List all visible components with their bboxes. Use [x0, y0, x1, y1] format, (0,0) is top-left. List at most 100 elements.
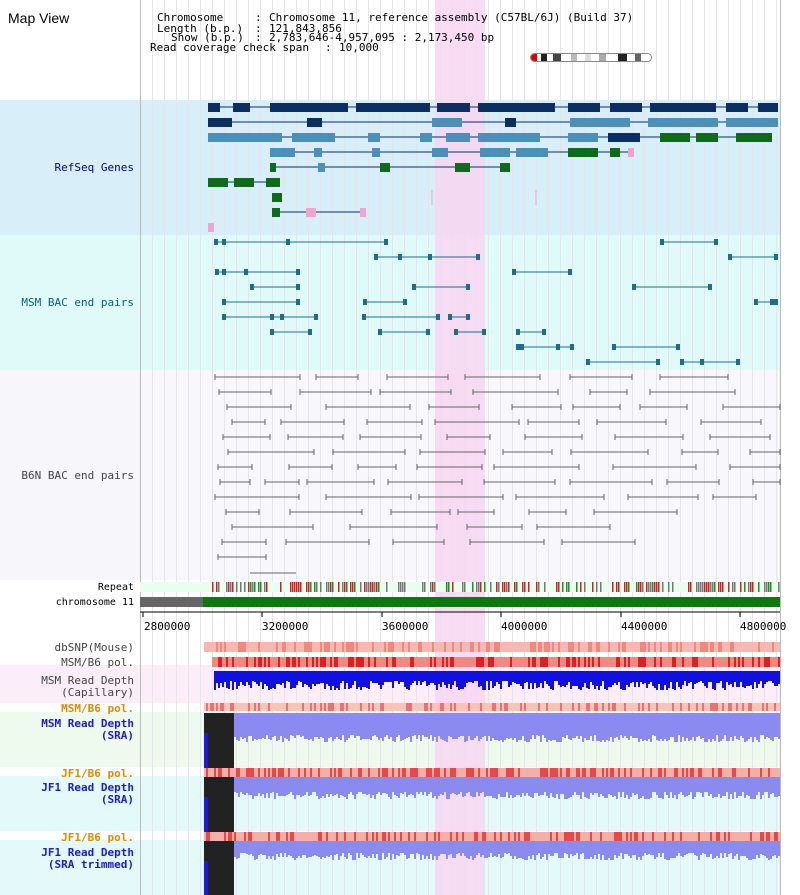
polymorphism-bin: [284, 703, 286, 711]
depth-bar: [638, 841, 640, 857]
depth-bar: [296, 671, 298, 685]
track-label-msm-read-depth-sra[interactable]: MSM Read Depth: [41, 717, 134, 730]
depth-bar: [698, 671, 700, 682]
track-label-dbsnp[interactable]: dbSNP(Mouse): [54, 641, 134, 654]
depth-bar: [408, 713, 410, 737]
polymorphism-bin: [408, 703, 410, 711]
polymorphism-bin: [602, 703, 604, 711]
polymorphism-bin: [468, 703, 470, 711]
msm-bac-end: [222, 299, 226, 305]
polymorphism-bin: [652, 832, 654, 841]
polymorphism-bin: [218, 657, 220, 667]
depth-bar: [674, 671, 676, 690]
track-label-msm-bac[interactable]: MSM BAC end pairs: [21, 296, 134, 309]
polymorphism-bin: [458, 768, 460, 777]
depth-bar: [554, 713, 556, 740]
polymorphism-bin: [476, 768, 478, 777]
depth-bar: [336, 713, 338, 737]
polymorphism-bin: [690, 657, 692, 667]
polymorphism-bin: [344, 768, 346, 777]
polymorphism-bin: [700, 657, 702, 667]
repeat-element: [464, 582, 466, 592]
polymorphism-bin: [738, 703, 740, 711]
polymorphism-bin: [308, 657, 310, 667]
track-label-refseq[interactable]: RefSeq Genes: [54, 161, 134, 174]
track-label-repeat[interactable]: Repeat: [97, 582, 134, 593]
polymorphism-bin: [520, 642, 522, 652]
depth-bar: [274, 841, 276, 860]
polymorphism-bin: [726, 657, 728, 667]
polymorphism-bin: [634, 832, 636, 841]
polymorphism-bin: [502, 657, 504, 667]
depth-bar: [582, 671, 584, 687]
refseq-gene: [610, 103, 642, 112]
depth-bar: [442, 841, 444, 854]
polymorphism-bin: [518, 832, 520, 841]
polymorphism-bin: [402, 832, 404, 841]
depth-bar: [500, 671, 502, 689]
msm-bac-end: [448, 314, 452, 320]
polymorphism-bin: [508, 768, 510, 777]
track-label-jf1-read-depth-sra[interactable]: JF1 Read Depth: [41, 781, 134, 794]
track-label-msm-read-depth-capillary-sub: (Capillary): [61, 686, 134, 699]
depth-bar: [294, 671, 296, 688]
depth-bar: [738, 777, 740, 796]
polymorphism-bin: [496, 768, 498, 777]
depth-bar: [424, 841, 426, 859]
track-label-jf1-read-depth-trimmed[interactable]: JF1 Read Depth: [41, 846, 134, 859]
polymorphism-bin: [474, 703, 476, 711]
depth-bar: [712, 777, 714, 798]
polymorphism-bin: [606, 768, 608, 777]
chromosome-ideogram[interactable]: [530, 53, 652, 62]
repeat-element: [424, 582, 426, 592]
track-label-jf1-b6-pol[interactable]: JF1/B6 pol.: [61, 767, 134, 780]
polymorphism-bin: [502, 768, 504, 777]
depth-bar: [678, 777, 680, 794]
depth-bar: [640, 713, 642, 739]
track-label-msm-b6-pol-sra[interactable]: MSM/B6 pol.: [61, 702, 134, 715]
track-label-chromosome[interactable]: chromosome 11: [55, 597, 134, 608]
track-label-msm-b6-pol[interactable]: MSM/B6 pol.: [61, 656, 134, 669]
polymorphism-bin: [522, 832, 524, 841]
depth-bar: [234, 841, 236, 857]
polymorphism-bin: [286, 832, 288, 841]
polymorphism-bin: [212, 832, 214, 841]
depth-bar: [498, 777, 500, 794]
track-label-b6n-bac[interactable]: B6N BAC end pairs: [21, 469, 134, 482]
polymorphism-bin: [304, 832, 306, 841]
depth-bar: [752, 777, 754, 799]
polymorphism-bin: [550, 832, 552, 841]
depth-bar: [778, 777, 780, 796]
polymorphism-bin: [560, 768, 562, 777]
depth-bar: [656, 841, 658, 857]
polymorphism-bin: [444, 642, 446, 652]
polymorphism-bin: [438, 657, 440, 667]
polymorphism-bin: [560, 703, 562, 711]
polymorphism-bin: [774, 703, 776, 711]
depth-bar: [302, 777, 304, 796]
depth-bar: [314, 841, 316, 855]
polymorphism-bin: [470, 642, 472, 652]
polymorphism-bin: [350, 768, 352, 777]
depth-bar: [684, 841, 686, 855]
depth-bar: [368, 713, 370, 739]
polymorphism-bin: [702, 657, 704, 667]
polymorphism-bin: [504, 703, 506, 711]
depth-bar: [478, 671, 480, 687]
polymorphism-bin: [632, 703, 634, 711]
polymorphism-bin: [404, 703, 406, 711]
track-label-jf1-b6-pol-2[interactable]: JF1/B6 pol.: [61, 831, 134, 844]
polymorphism-bin: [712, 703, 714, 711]
polymorphism-bin: [300, 642, 302, 652]
depth-bar: [246, 713, 248, 742]
polymorphism-bin: [402, 703, 404, 711]
polymorphism-bin: [256, 832, 258, 841]
repeat-element: [516, 582, 518, 592]
depth-bar: [682, 841, 684, 857]
repeat-element: [226, 582, 228, 592]
depth-bar: [550, 713, 552, 741]
polymorphism-bin: [670, 657, 672, 667]
track-label-msm-read-depth-capillary[interactable]: MSM Read Depth: [41, 674, 134, 687]
polymorphism-bin: [228, 703, 230, 711]
